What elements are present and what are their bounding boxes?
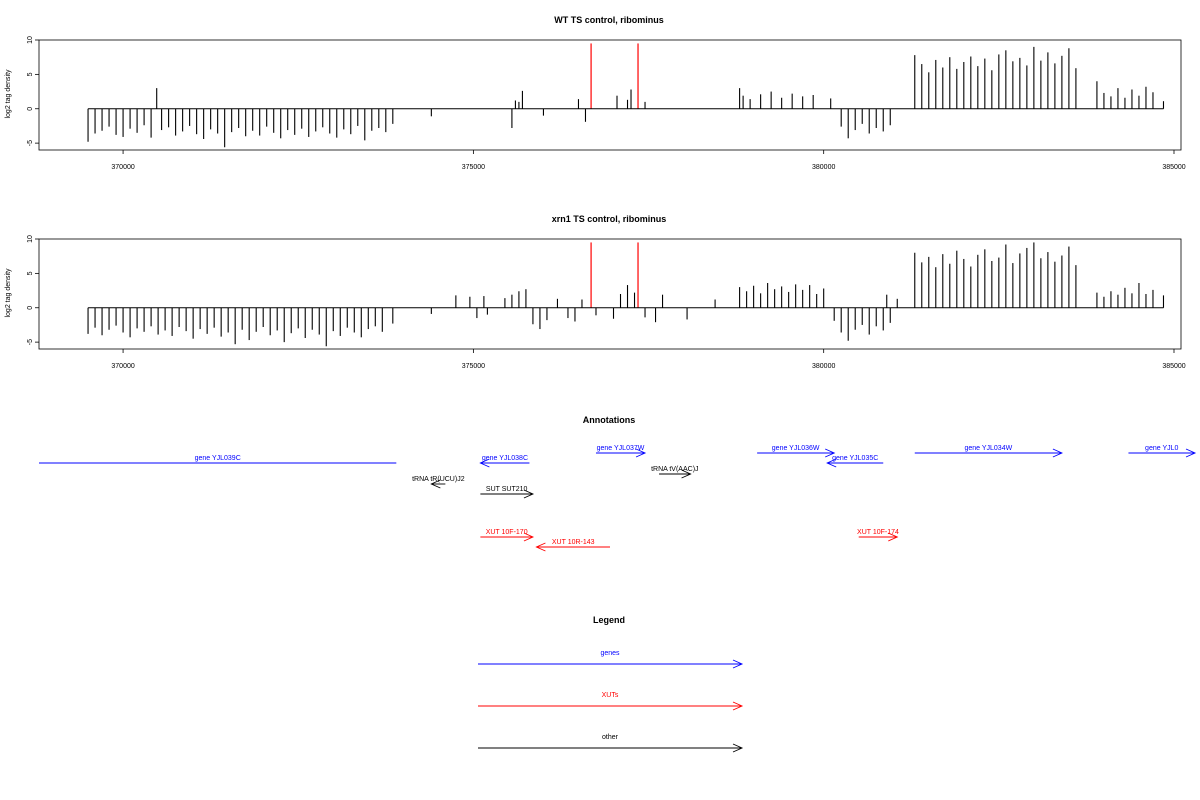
annotation-feature-arrowhead [635, 448, 647, 458]
annotation-feature-arrowhead [430, 479, 441, 489]
wt-panel-title: WT TS control, ribominus [554, 15, 664, 25]
xrn1-y-axis-label: log2 tag density [5, 268, 12, 318]
annotation-feature: gene YJL0 [1128, 445, 1197, 458]
xrn1-y-tick-label: 5 [27, 271, 34, 275]
legend-item-arrowhead [732, 743, 744, 753]
annotation-feature-label: gene YJL035C [832, 455, 878, 462]
annotation-feature-arrowhead [681, 469, 692, 479]
annotation-feature: XUT 10F-174 [857, 529, 899, 542]
wt-bars [87, 46, 1165, 148]
xrn1-x-axis: 370000 375000 380000 385000 [111, 349, 1186, 370]
annotation-feature-arrowhead [825, 448, 836, 458]
annotation-feature-label: gene YJL034W [964, 445, 1012, 452]
xrn1-x-tick-label: 385000 [1162, 363, 1185, 370]
annotation-feature-label: gene YJL038C [482, 455, 528, 462]
annotation-feature-arrowhead [479, 458, 490, 468]
annotation-features: gene YJL039C gene YJL038C gene YJL037W gene… [39, 445, 1197, 552]
xrn1-y-axis: -5 0 5 10 [27, 235, 39, 345]
xrn1-x-tick-label: 370000 [111, 363, 134, 370]
xrn1-panel: xrn1 TS control, ribominus log2 tag dens… [5, 214, 1186, 370]
xrn1-panel-title: xrn1 TS control, ribominus [552, 214, 667, 224]
legend-item-arrowhead [732, 701, 744, 711]
legend-item-label: other [602, 734, 619, 741]
annotation-feature: XUT 10F-170 [480, 529, 535, 542]
xrn1-y-tick-label: -5 [27, 339, 34, 345]
annotation-feature-label: tRNA tV(AAC)J [651, 466, 698, 473]
annotation-feature-label: SUT SUT210 [486, 486, 528, 493]
legend-item-xut: XUTs [478, 692, 744, 711]
annotation-feature: XUT 10R-143 [535, 539, 610, 552]
xrn1-x-tick-label: 380000 [812, 363, 835, 370]
xrn1-x-tick-label: 375000 [462, 363, 485, 370]
annotation-feature: gene YJL035C [826, 455, 884, 468]
annotation-feature-label: XUT 10F-170 [486, 529, 528, 536]
annotation-feature-arrowhead [1185, 448, 1197, 458]
wt-y-tick-label: 10 [27, 36, 34, 44]
annotation-feature: gene YJL034W [914, 445, 1064, 458]
annotation-feature-label: gene YJL037W [597, 445, 645, 452]
wt-panel: WT TS control, ribominus log2 tag densit… [5, 15, 1186, 171]
xrn1-y-tick-label: 0 [27, 306, 34, 310]
xrn1-plot-box [38, 238, 1182, 350]
wt-y-tick-label: 0 [27, 107, 34, 111]
annotation-feature: SUT SUT210 [480, 486, 535, 499]
annotation-feature-arrowhead [523, 532, 535, 542]
wt-x-tick-label: 380000 [812, 164, 835, 171]
annotation-feature-arrowhead [826, 458, 837, 468]
wt-highlights [590, 43, 639, 109]
annotations-title: Annotations [583, 415, 636, 425]
wt-y-axis-label: log2 tag density [5, 69, 12, 119]
wt-y-tick-label: 5 [27, 72, 34, 76]
legend-item-arrowhead [732, 659, 744, 669]
annotation-feature-arrowhead [535, 542, 546, 552]
annotation-feature-label: gene YJL036W [772, 445, 820, 452]
legend-item-other: other [478, 734, 744, 753]
annotation-feature: gene YJL037W [595, 445, 647, 458]
wt-x-tick-label: 370000 [111, 164, 134, 171]
legend: genes XUTs other [478, 650, 744, 753]
annotation-feature-arrowhead [523, 489, 535, 499]
legend-title: Legend [593, 615, 625, 625]
legend-item-label: genes [600, 650, 620, 657]
annotation-feature: gene YJL039C [39, 455, 397, 464]
annotation-feature-label: XUT 10R-143 [552, 539, 595, 546]
wt-plot-box [38, 39, 1182, 151]
legend-item-gene: genes [478, 650, 744, 669]
annotation-feature-label: tRNA tR(UCU)J2 [412, 476, 465, 483]
wt-x-axis: 370000 375000 380000 385000 [111, 150, 1186, 171]
legend-item-label: XUTs [602, 692, 619, 699]
xrn1-y-tick-label: 10 [27, 235, 34, 243]
wt-x-tick-label: 375000 [462, 164, 485, 171]
annotation-feature-label: gene YJL039C [195, 455, 241, 462]
annotation-feature: gene YJL036W [757, 445, 836, 458]
annotation-feature-label: gene YJL0 [1145, 445, 1178, 452]
annotation-feature: tRNA tV(AAC)J [651, 466, 699, 479]
annotation-feature: tRNA tR(UCU)J2 [412, 476, 465, 489]
wt-y-tick-label: -5 [27, 140, 34, 146]
xrn1-bars [87, 242, 1165, 347]
wt-y-axis: -5 0 5 10 [27, 36, 39, 146]
annotation-feature-arrowhead [888, 532, 899, 542]
wt-x-tick-label: 385000 [1162, 164, 1185, 171]
xrn1-highlights [590, 242, 639, 308]
annotation-feature-label: XUT 10F-174 [857, 529, 899, 536]
annotation-feature: gene YJL038C [479, 455, 530, 468]
annotation-feature-arrowhead [1052, 448, 1064, 458]
